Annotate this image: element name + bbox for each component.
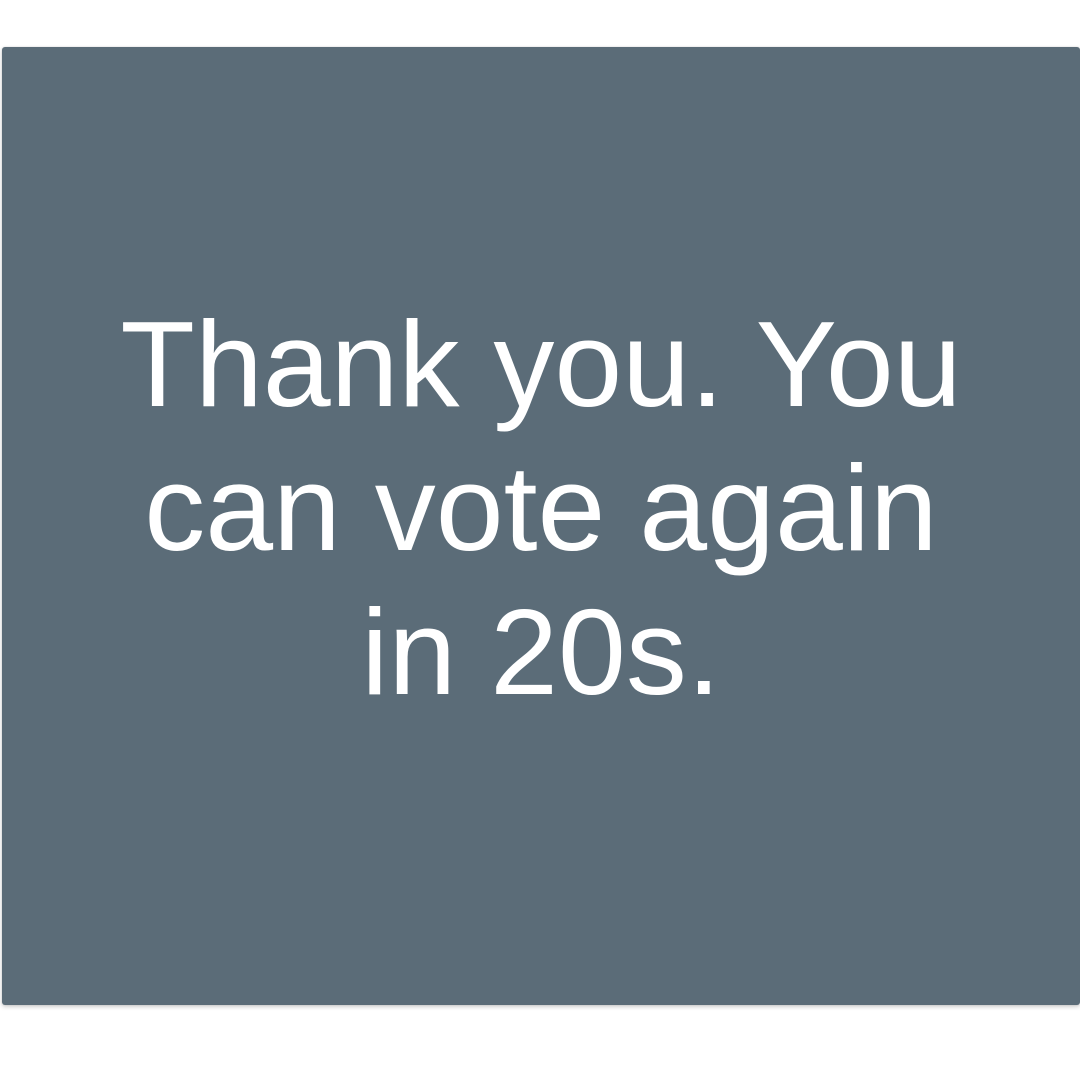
vote-confirmation-card: Thank you. You can vote again in 20s.: [2, 47, 1080, 1005]
vote-cooldown-message: Thank you. You can vote again in 20s.: [120, 296, 962, 720]
